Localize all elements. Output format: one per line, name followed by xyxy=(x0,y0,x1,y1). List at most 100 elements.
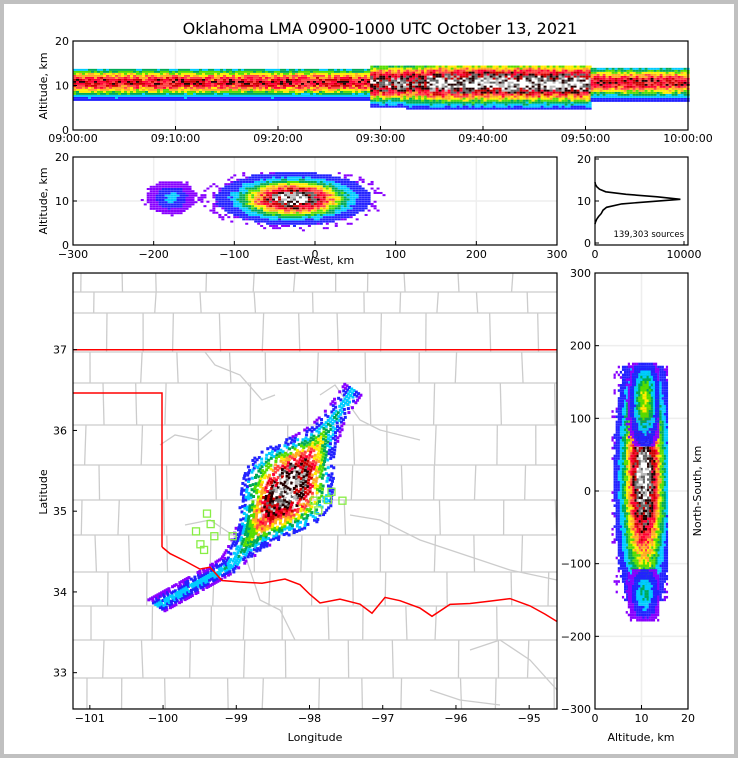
density-cell xyxy=(641,81,645,84)
density-cell xyxy=(429,69,433,72)
density-cell xyxy=(233,189,237,192)
density-cell xyxy=(358,82,361,85)
density-cell xyxy=(531,73,535,76)
density-cell xyxy=(301,205,305,208)
density-cell xyxy=(364,196,368,199)
density-cell xyxy=(178,68,181,71)
density-cell xyxy=(278,196,282,199)
density-cell xyxy=(507,97,511,100)
density-cell xyxy=(570,81,574,84)
density-cell xyxy=(287,205,291,208)
density-cell xyxy=(203,205,207,208)
density-cell xyxy=(340,180,344,183)
density-cell xyxy=(426,83,430,86)
density-cell xyxy=(561,93,565,96)
density-cell xyxy=(564,67,568,70)
density-cell xyxy=(316,220,320,223)
density-cell xyxy=(531,107,535,110)
density-cell xyxy=(543,89,547,92)
density-cell xyxy=(582,73,586,76)
density-cell xyxy=(421,107,425,110)
density-cell xyxy=(349,189,353,192)
density-cell xyxy=(278,176,282,179)
density-cell xyxy=(245,213,249,216)
density-cell xyxy=(322,220,326,223)
density-cell xyxy=(322,198,326,201)
density-cell xyxy=(516,69,520,72)
density-cell xyxy=(456,79,460,82)
density-cell xyxy=(519,75,523,78)
density-cell xyxy=(263,185,267,188)
density-cell xyxy=(435,97,439,100)
density-cell xyxy=(218,187,222,190)
density-cell xyxy=(154,84,157,87)
density-cell xyxy=(429,73,433,76)
density-cell xyxy=(632,95,636,98)
density-cell xyxy=(161,188,165,190)
density-cell xyxy=(555,99,559,102)
density-cell xyxy=(355,72,358,75)
density-cell xyxy=(121,82,124,85)
density-cell xyxy=(617,89,621,92)
density-cell xyxy=(253,92,256,95)
density-cell xyxy=(486,91,490,94)
density-cell xyxy=(385,85,389,88)
density-cell xyxy=(245,189,249,192)
density-cell xyxy=(367,196,371,199)
density-cell xyxy=(501,99,505,102)
density-cell xyxy=(82,68,85,71)
density-cell xyxy=(233,200,237,203)
density-cell xyxy=(292,220,296,223)
density-cell xyxy=(561,75,565,78)
density-cell xyxy=(248,196,252,199)
density-cell xyxy=(579,89,583,92)
density-cell xyxy=(223,86,226,89)
density-cell xyxy=(260,194,264,197)
density-cell xyxy=(444,99,448,102)
density-cell xyxy=(316,82,319,85)
density-cell xyxy=(301,196,305,199)
density-cell xyxy=(175,94,178,97)
density-cell xyxy=(193,90,196,93)
density-cell xyxy=(238,86,241,89)
density-cell xyxy=(453,87,457,90)
density-cell xyxy=(73,78,76,81)
density-cell xyxy=(680,83,684,86)
density-cell xyxy=(564,107,568,110)
density-cell xyxy=(573,107,577,110)
density-cell xyxy=(599,69,603,72)
density-cell xyxy=(426,67,430,70)
density-cell xyxy=(504,103,508,106)
density-cell xyxy=(483,99,487,102)
density-cell xyxy=(421,97,425,100)
density-cell xyxy=(444,79,448,82)
density-cell xyxy=(235,68,238,71)
density-cell xyxy=(680,77,684,80)
density-cell xyxy=(588,67,592,70)
density-cell xyxy=(199,74,202,77)
density-cell xyxy=(394,99,398,102)
density-cell xyxy=(275,176,279,179)
density-cell xyxy=(504,81,508,84)
density-cell xyxy=(346,68,349,71)
density-cell xyxy=(85,80,88,83)
density-cell xyxy=(76,68,79,71)
density-cell xyxy=(214,86,217,89)
density-cell xyxy=(570,93,574,96)
density-cell xyxy=(441,99,445,102)
density-cell xyxy=(438,103,442,106)
density-cell xyxy=(668,83,672,86)
density-cell xyxy=(331,194,335,197)
density-cell xyxy=(644,77,648,80)
density-cell xyxy=(385,95,389,98)
density-cell xyxy=(224,189,228,192)
density-cell xyxy=(683,77,687,80)
density-cell xyxy=(280,74,283,77)
density-cell xyxy=(316,185,320,188)
density-cell xyxy=(310,200,314,203)
density-cell xyxy=(295,200,299,203)
density-cell xyxy=(471,95,475,98)
density-cell xyxy=(151,80,154,83)
density-cell xyxy=(471,83,475,86)
density-cell xyxy=(227,216,231,219)
